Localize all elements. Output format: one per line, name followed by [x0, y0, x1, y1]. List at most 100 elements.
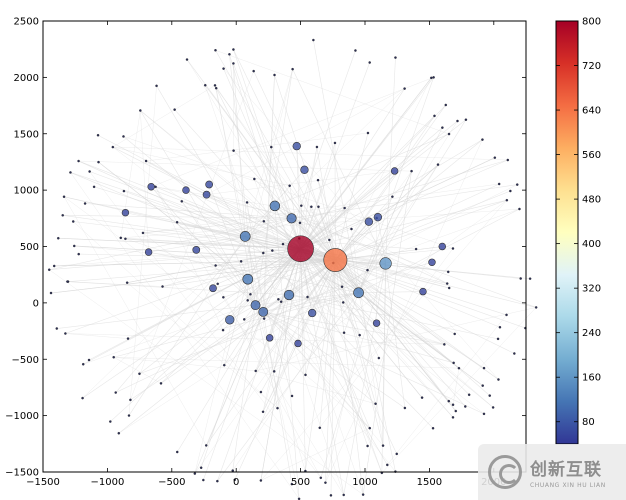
edge: [351, 228, 448, 284]
edge: [300, 146, 318, 249]
edge: [205, 259, 336, 446]
edge: [83, 208, 520, 365]
edge: [112, 146, 508, 161]
edge: [335, 139, 483, 261]
node-point: [509, 189, 512, 193]
node-point: [83, 202, 87, 205]
edge: [194, 69, 293, 474]
y-tick-label: 0: [33, 298, 39, 309]
watermark-text-en: CHUANG XIN HU LIAN: [530, 482, 606, 489]
edge: [176, 248, 301, 453]
node-point: [49, 291, 53, 295]
edge: [123, 136, 246, 237]
node-point: [109, 420, 112, 423]
node-point: [374, 402, 377, 406]
edge: [232, 305, 256, 471]
edge: [300, 127, 443, 249]
edge: [112, 85, 216, 148]
node-point: [77, 252, 80, 256]
edge: [113, 356, 256, 372]
edge: [233, 49, 336, 261]
node-point: [259, 479, 263, 482]
node-point: [161, 285, 164, 288]
node-point: [290, 394, 294, 398]
edge: [343, 120, 458, 303]
node-point: [214, 264, 217, 267]
edge: [274, 205, 336, 261]
node-point: [269, 200, 281, 212]
edge: [335, 246, 443, 261]
x-tick-label: −500: [158, 477, 185, 488]
node-point: [232, 62, 235, 65]
colorbar-tick-label: 720: [582, 61, 601, 72]
node-point: [216, 479, 219, 483]
node-point: [493, 156, 497, 159]
node-point: [300, 165, 309, 174]
edge: [273, 294, 290, 372]
node-point: [272, 370, 276, 373]
node-point: [52, 264, 56, 268]
edge: [65, 333, 129, 339]
node-point: [173, 108, 176, 111]
node-point: [185, 58, 189, 61]
y-tick-label: 2500: [14, 17, 39, 28]
colorbar-tick-label: 400: [582, 239, 601, 250]
edge: [194, 170, 412, 474]
edge: [65, 333, 445, 345]
edge: [70, 172, 359, 294]
node-point: [373, 213, 383, 222]
watermark-logo-icon: [488, 455, 522, 489]
node-point: [180, 200, 184, 203]
edge: [82, 88, 405, 399]
node-point: [414, 247, 418, 251]
edge: [335, 248, 453, 261]
edge: [335, 104, 447, 261]
edge: [335, 199, 507, 261]
edge: [140, 110, 149, 253]
node-point: [306, 295, 309, 299]
node-point: [239, 260, 243, 263]
node-point: [73, 244, 76, 248]
edge: [156, 85, 246, 237]
node-point: [92, 185, 96, 189]
edge: [255, 69, 293, 306]
edge: [335, 259, 470, 395]
edge: [49, 218, 292, 271]
edge: [223, 279, 249, 366]
node-point: [491, 406, 495, 409]
node-point: [452, 361, 455, 365]
colorbar-tick-label: 80: [582, 417, 595, 428]
edge: [330, 260, 336, 496]
edge: [263, 311, 485, 415]
edge: [127, 248, 301, 283]
node-point: [270, 145, 273, 149]
edge: [272, 250, 485, 415]
node-point: [353, 287, 364, 299]
edge: [128, 236, 246, 416]
edge: [271, 146, 301, 249]
node-point: [350, 227, 353, 231]
edge: [215, 263, 386, 266]
edge: [385, 263, 406, 409]
edge: [362, 171, 412, 495]
edge: [335, 259, 360, 336]
node-point: [456, 119, 459, 123]
node-point: [340, 285, 344, 289]
node-point: [381, 444, 385, 447]
node-point: [361, 493, 365, 496]
edge: [300, 248, 423, 398]
edge: [335, 190, 511, 261]
node-point: [445, 282, 449, 285]
node-point: [366, 268, 369, 272]
colorbar-tick-label: 560: [582, 150, 601, 161]
node-point: [182, 186, 190, 194]
node-point: [329, 494, 333, 497]
node-point: [204, 84, 207, 87]
node-point: [395, 452, 399, 456]
edge: [452, 368, 460, 405]
edge: [63, 196, 306, 376]
edge: [123, 190, 246, 237]
node-point: [216, 282, 219, 286]
edge: [151, 77, 434, 187]
node-point: [505, 313, 508, 317]
